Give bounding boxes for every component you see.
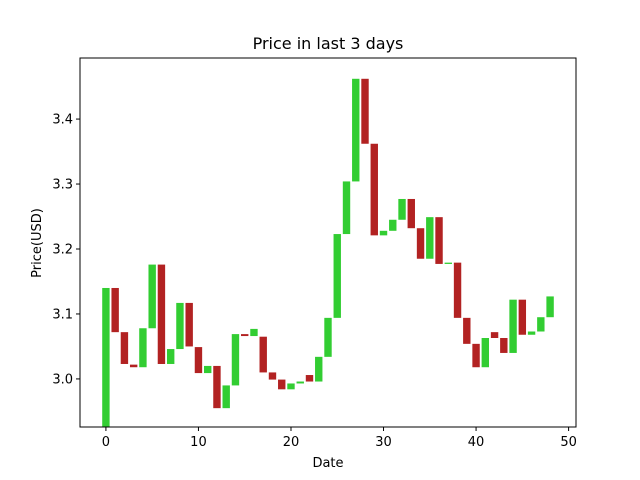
x-tick-label: 30 [375,435,392,450]
bar-29 [370,143,378,236]
bar-23 [315,356,323,382]
bar-37 [444,262,452,264]
x-tick-label: 0 [102,435,110,450]
bar-27 [352,78,360,182]
bar-3 [129,364,138,368]
bar-17 [259,336,267,373]
y-tick-label: 3.3 [52,178,73,193]
bar-12 [213,365,221,409]
bar-10 [194,347,203,374]
chart-title: Price in last 3 days [253,34,404,53]
bar-8 [176,302,184,350]
y-tick-label: 3.4 [52,113,73,128]
bar-45 [518,299,527,335]
x-tick-label: 50 [560,435,577,450]
x-axis-label: Date [312,456,343,471]
bar-35 [426,217,434,259]
bar-34 [416,228,425,259]
bar-4 [139,328,147,368]
bars-group [102,78,554,427]
bar-13 [222,385,230,409]
bar-26 [342,181,351,235]
bar-43 [500,338,508,353]
bar-28 [361,78,369,144]
bar-41 [481,338,490,368]
bar-31 [389,219,397,231]
bar-40 [472,343,480,368]
bar-48 [546,296,554,318]
bar-5 [148,264,156,329]
y-tick-label: 3.2 [52,242,73,257]
bar-20 [287,383,295,390]
y-tick-label: 3.1 [52,307,73,322]
bar-44 [509,299,517,353]
bar-1 [111,287,119,333]
x-tick-label: 40 [468,435,485,450]
bar-32 [398,198,406,220]
bar-42 [490,332,499,338]
bar-11 [204,365,212,374]
bar-15 [241,334,249,337]
bar-24 [324,317,332,357]
bar-7 [166,349,175,364]
y-axis-label: Price(USD) [30,208,45,278]
bar-39 [463,317,471,344]
bar-25 [333,234,341,318]
bar-18 [268,372,277,380]
bar-47 [537,317,545,332]
bar-38 [453,262,462,318]
axes-frame [79,57,577,428]
y-tick-label: 3.0 [52,372,73,387]
x-tick-label: 20 [283,435,300,450]
x-tick-label: 10 [190,435,207,450]
bar-22 [305,375,314,382]
bar-21 [296,381,304,384]
bar-30 [379,230,388,236]
x-axis-ticks: 0 10 20 30 40 50 [102,427,577,450]
y-axis-ticks: 3.0 3.1 3.2 3.3 3.4 [52,113,80,387]
bar-6 [157,264,166,364]
bar-33 [407,198,415,229]
bar-19 [278,379,286,390]
bar-46 [527,331,536,335]
bar-0 [102,287,110,427]
bar-14 [231,334,240,386]
bar-16 [250,328,258,337]
bar-2 [120,332,129,364]
bar-9 [185,302,193,347]
bar-36 [435,217,443,264]
